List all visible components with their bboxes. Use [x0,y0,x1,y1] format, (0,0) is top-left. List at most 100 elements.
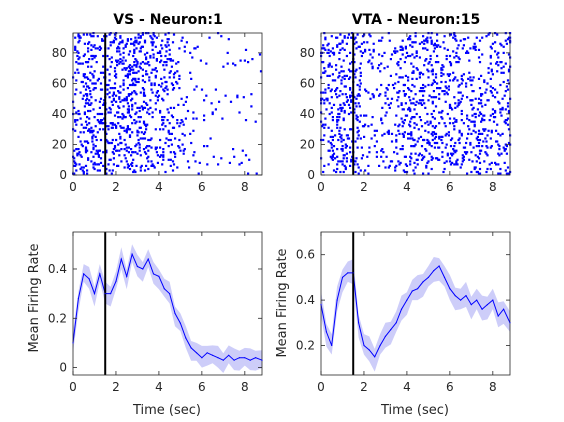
spike-mark [102,65,105,68]
spike-mark [331,155,334,158]
spike-mark [390,140,394,143]
spike-mark [167,158,170,161]
spike-mark [387,129,390,132]
spike-mark [148,145,151,148]
spike-mark [134,122,137,125]
spike-mark [355,117,358,120]
spike-mark [162,154,165,157]
spike-mark [92,35,95,38]
spike-mark [331,116,334,119]
spike-mark [164,125,167,128]
rate-point [509,322,511,324]
spike-mark [429,122,432,125]
spike-mark [472,76,475,79]
spike-mark [123,129,126,132]
spike-mark [478,161,482,164]
spike-mark [160,154,163,157]
spike-mark [342,170,345,174]
spike-mark [431,102,434,105]
spike-mark [171,116,175,119]
spike-mark [401,125,404,128]
spike-mark [123,99,126,102]
spike-mark [150,71,153,74]
spike-mark [226,51,229,54]
spike-mark [485,145,488,148]
spike-mark [189,71,192,74]
spike-mark [400,102,403,105]
spike-mark [483,129,486,132]
spike-mark [145,152,148,155]
spike-mark [98,100,101,103]
spike-mark [448,61,452,64]
spike-mark [128,167,132,171]
spike-mark [105,151,108,154]
spike-mark [148,79,151,82]
spike-mark [481,36,484,39]
y-tick-label: 0 [307,168,315,182]
rate-point [126,275,128,277]
spike-mark [162,158,165,161]
spike-mark [343,77,346,80]
spike-mark [74,71,77,74]
spike-mark [140,45,143,48]
spike-mark [364,88,367,91]
spike-mark [113,87,117,90]
spike-mark [432,109,435,113]
spike-mark [503,161,506,164]
spike-mark [338,71,341,74]
rate-point [352,272,354,274]
spike-mark [502,71,505,74]
y-tick-label: 20 [52,137,67,151]
spike-mark [489,137,492,140]
spike-mark [93,44,96,47]
spike-mark [148,112,151,116]
spike-mark [178,77,181,80]
spike-mark [161,82,164,85]
spike-mark [399,76,402,79]
spike-mark [447,88,450,91]
spike-mark [491,87,494,90]
spike-mark [424,148,427,151]
spike-mark [344,166,347,169]
spike-mark [126,74,129,77]
spike-mark [135,93,138,96]
spike-mark [395,140,398,143]
spike-mark [118,96,121,99]
spike-mark [387,166,390,169]
spike-mark [160,59,163,62]
spike-mark [422,87,425,90]
spike-mark [354,76,357,79]
spike-mark [174,71,177,74]
spike-mark [358,45,361,48]
rate-point [104,293,106,295]
spike-mark [131,108,134,111]
spike-mark [372,94,375,97]
spike-mark [124,59,127,62]
spike-mark [453,117,456,120]
rate-point [201,357,203,359]
spike-mark [76,119,79,122]
spike-mark [398,90,401,93]
spike-mark [79,36,82,39]
spike-mark [497,64,500,67]
spike-mark [156,154,159,157]
spike-mark [443,122,446,125]
spike-mark [80,123,83,126]
spike-mark [408,123,411,126]
spike-mark [326,44,329,47]
spike-mark [92,166,95,169]
spike-mark [77,148,80,151]
spike-mark [112,163,115,166]
spike-mark [409,163,412,166]
spike-mark [375,88,378,91]
spike-mark [397,61,400,64]
spike-mark [167,44,170,47]
spike-mark [160,77,163,80]
spike-mark [359,137,362,140]
spike-mark [152,164,155,167]
spike-mark [401,47,404,50]
spike-mark [402,135,405,138]
spike-mark [87,65,90,68]
spike-mark [128,114,132,117]
spike-mark [350,99,353,102]
